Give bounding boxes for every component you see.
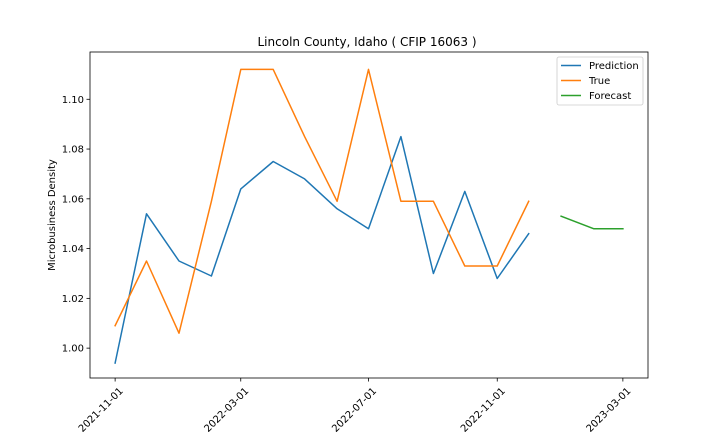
legend-label-true: True [588,76,610,87]
legend-frame [556,56,644,106]
legend-label-prediction: Prediction [589,61,639,72]
y-tick-label: 1.02 [62,294,84,305]
x-tick-label: 2022-03-01 [203,386,252,432]
legend-label-forecast: Forecast [589,91,631,102]
x-tick-label: 2022-07-01 [330,386,379,432]
y-axis: 1.00 1.02 1.04 1.06 1.08 1.10 [62,95,90,355]
series-line-prediction [114,135,530,364]
x-tick-label: 2021-11-01 [77,386,126,432]
y-tick-label: 1.00 [62,344,84,355]
series-layer [114,68,624,364]
y-tick-label: 1.06 [62,194,84,205]
chart-legend: Prediction True Forecast [556,56,644,106]
x-tick-label: 2023-03-01 [585,386,634,432]
x-tick-label: 2022-11-01 [459,386,508,432]
x-axis: 2021-11-01 2022-03-01 2022-07-01 2022-11-01… [77,378,634,432]
series-line-true [114,68,530,334]
y-tick-label: 1.10 [62,95,84,106]
plot-area [89,51,649,379]
series-line-forecast [560,215,624,230]
y-tick-label: 1.04 [62,244,84,255]
y-tick-label: 1.08 [62,145,84,156]
chart-title: Lincoln County, Idaho ( CFIP 16063 ) [258,35,477,49]
y-axis-label: Microbusiness Density [47,159,58,271]
plot-frame [89,51,649,379]
